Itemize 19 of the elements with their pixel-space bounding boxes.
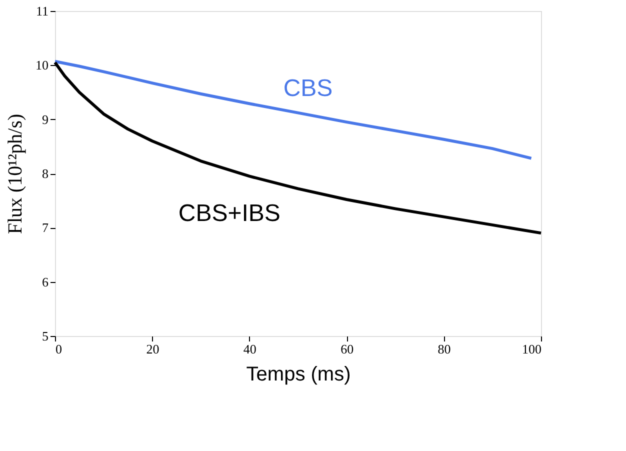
x-tick-label: 100 [522,342,542,356]
line-series [54,60,542,235]
x-tick-label: 40 [243,342,256,356]
y-tick-label: 8 [42,166,48,181]
y-tick-label: 7 [42,220,49,236]
series-label: CBS [283,74,333,102]
y-axis-title: Flux (10¹²ph/s) [4,114,26,234]
y-tick-label: 9 [42,112,48,127]
y-tick-label: 6 [42,274,49,290]
x-tick-label: 60 [340,342,354,356]
y-tick-label: 5 [42,328,48,344]
x-axis-title: Temps (ms) [246,364,351,386]
series-label: CBS+IBS [178,200,280,228]
x-tick-label: 0 [56,342,62,356]
line-series [54,60,533,160]
y-tick-label: 11 [36,4,48,18]
x-tick-label: 80 [438,342,451,356]
y-tick-label: 10 [36,58,48,73]
x-tick-label: 20 [146,342,160,356]
